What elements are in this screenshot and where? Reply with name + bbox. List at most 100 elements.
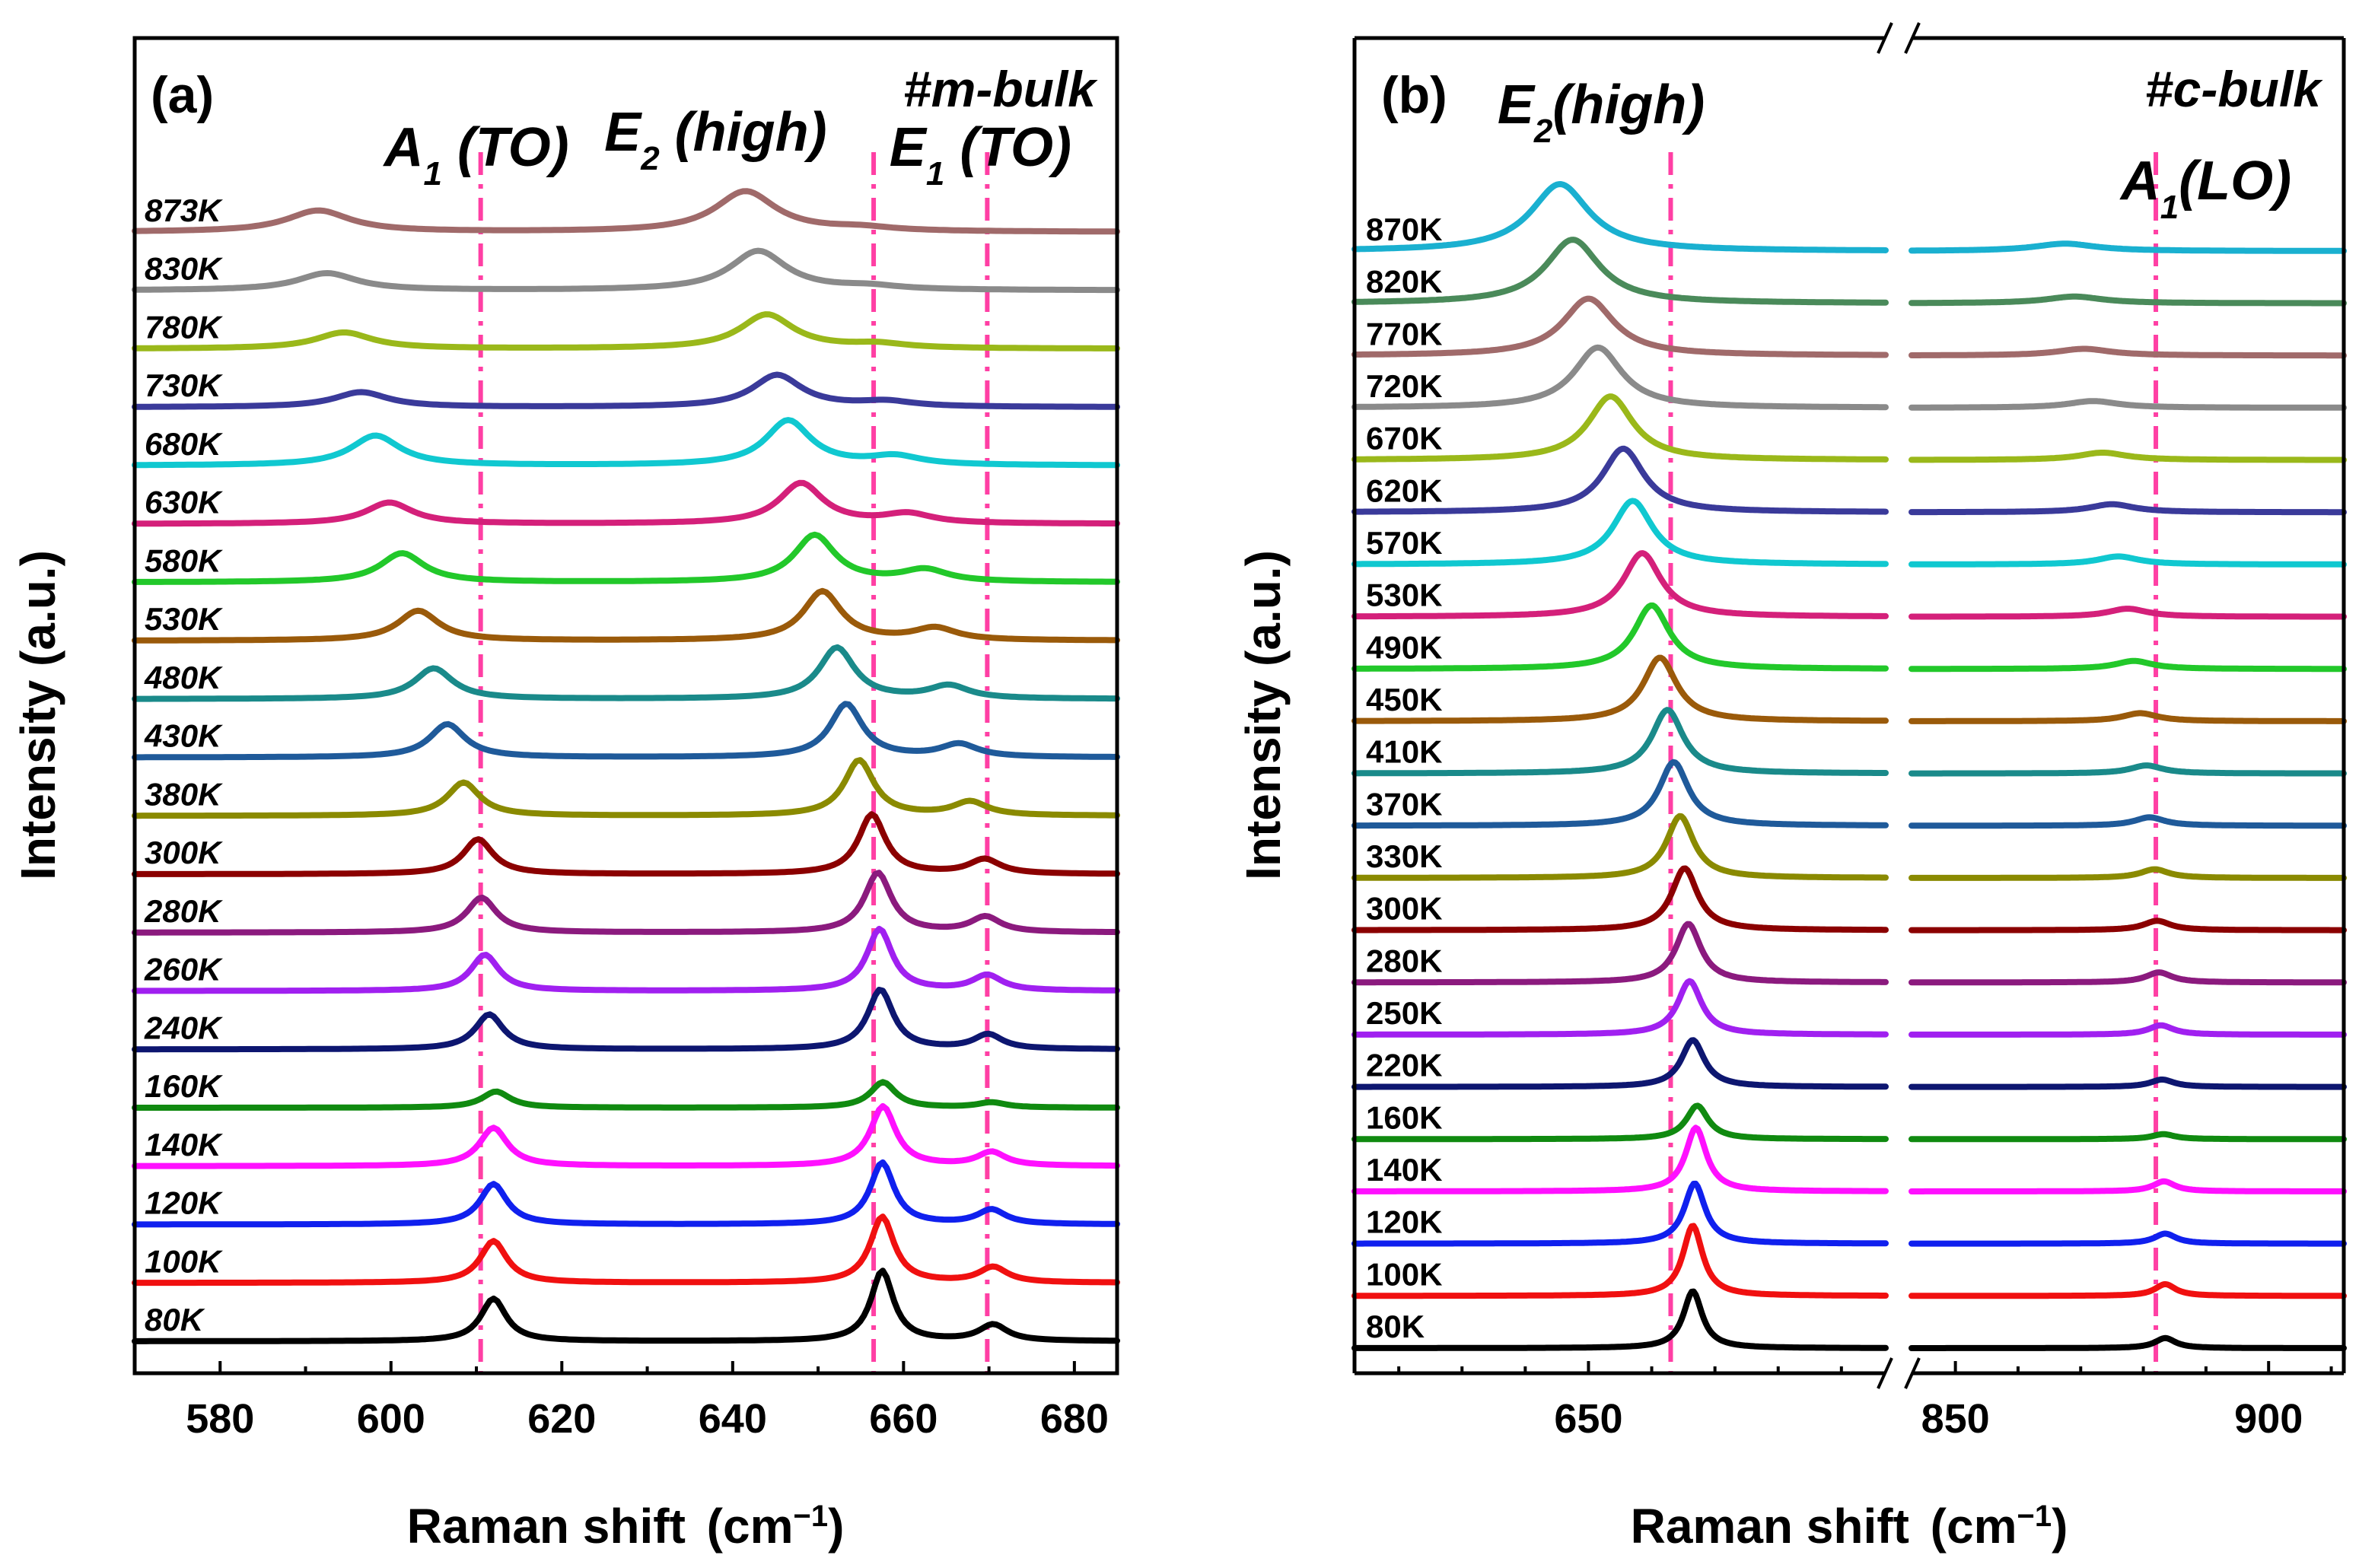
temperature-label-250k: 250K bbox=[1366, 995, 1442, 1031]
spectrum-830k bbox=[132, 247, 1120, 294]
panel-a-spectra bbox=[132, 188, 1120, 1344]
panel-a-x-axis-title: Raman shift (cm−1) bbox=[407, 1499, 845, 1554]
temperature-label-260k: 260K bbox=[144, 952, 223, 988]
mode-label-rest: (high) bbox=[660, 102, 827, 163]
spectrum-160k-seg1 bbox=[1351, 1102, 1889, 1143]
spectrum-140k-seg1 bbox=[1351, 1124, 1889, 1194]
temperature-label-490k: 490K bbox=[1366, 629, 1442, 665]
spectrum-80k bbox=[132, 1267, 1120, 1344]
temperature-label-80k: 80K bbox=[145, 1302, 205, 1337]
spectrum-490k-seg1 bbox=[1351, 602, 1889, 672]
mode-label-base: A bbox=[382, 117, 423, 178]
temperature-label-580k: 580K bbox=[145, 542, 223, 578]
panel-a-reference-lines bbox=[478, 152, 990, 1373]
panel-b-x-title-sup: −1 bbox=[2017, 1500, 2052, 1533]
temperature-label-380k: 380K bbox=[145, 776, 223, 812]
temperature-label-100k: 100K bbox=[1366, 1256, 1442, 1292]
panel-a-chart: 80K 100K 120K 140K 160K 240K 260K 280K 300K 380K 4… bbox=[11, 36, 1120, 1554]
panel-b-label: (b) bbox=[1381, 66, 1447, 124]
spectrum-140k bbox=[132, 1102, 1120, 1169]
mode-label-a1-to: A1 (TO) bbox=[382, 117, 568, 192]
panel-a-y-axis-title: Intensity (a.u.) bbox=[11, 550, 65, 880]
spectrum-570k-seg2 bbox=[1909, 553, 2347, 568]
spectrum-570k-seg1 bbox=[1351, 498, 1889, 568]
mode-label-rest: (LO) bbox=[2179, 151, 2291, 212]
panel-a-sample-label: #m-bulk bbox=[903, 61, 1098, 117]
spectrum-630k bbox=[132, 479, 1120, 527]
spectrum-120k bbox=[132, 1159, 1120, 1228]
temperature-label-450k: 450K bbox=[1366, 682, 1442, 717]
panel-b-x-title-close: ) bbox=[2052, 1499, 2068, 1554]
temperature-label-410k: 410K bbox=[1366, 734, 1442, 770]
mode-label-sub: 1 bbox=[926, 155, 944, 192]
spectrum-430k bbox=[132, 701, 1120, 761]
temperature-label-330k: 330K bbox=[1366, 838, 1442, 874]
temperature-label-730k: 730K bbox=[145, 367, 223, 403]
temperature-label-160k: 160K bbox=[145, 1068, 223, 1104]
panel-a-x-title-unit: (cm bbox=[707, 1499, 794, 1554]
panel-b-temperature-labels: 80K 100K 120K 140K 160K 220K 250K 280K 300K 330K 3… bbox=[1366, 212, 1442, 1344]
spectrum-670k-seg2 bbox=[1909, 450, 2347, 463]
spectrum-410k-seg1 bbox=[1351, 707, 1889, 777]
mode-label-sub: 2 bbox=[1533, 113, 1553, 150]
spectrum-100k bbox=[132, 1213, 1120, 1287]
spectrum-280k-seg1 bbox=[1351, 921, 1889, 986]
spectrum-280k-seg2 bbox=[1909, 969, 2347, 986]
temperature-label-120k: 120K bbox=[1366, 1204, 1442, 1240]
spectrum-260k bbox=[132, 925, 1120, 994]
spectrum-140k-seg2 bbox=[1909, 1178, 2347, 1194]
spectrum-280k bbox=[132, 870, 1120, 936]
temperature-label-240k: 240K bbox=[144, 1010, 223, 1045]
spectrum-250k-seg1 bbox=[1351, 978, 1889, 1038]
temperature-label-670k: 670K bbox=[1366, 421, 1442, 456]
mode-label-base: E bbox=[1498, 75, 1536, 135]
x-tick-label-900: 900 bbox=[2234, 1396, 2303, 1442]
x-tick-label-640: 640 bbox=[699, 1396, 767, 1442]
spectrum-330k-seg2 bbox=[1909, 866, 2347, 881]
temperature-label-620k: 620K bbox=[1366, 472, 1442, 508]
spectrum-410k-seg2 bbox=[1909, 762, 2347, 777]
temperature-label-570k: 570K bbox=[1366, 525, 1442, 561]
panel-b-y-axis-title: Intensity (a.u.) bbox=[1236, 550, 1291, 880]
temperature-label-720k: 720K bbox=[1366, 368, 1442, 404]
panel-b-sample-label: #c-bulk bbox=[2145, 61, 2323, 117]
mode-label-base: A bbox=[2119, 151, 2160, 212]
panel-a-mode-labels: A1 (TO) E2 (high) E1 (TO) bbox=[382, 102, 1071, 192]
temperature-label-280k: 280K bbox=[144, 893, 223, 929]
temperature-label-140k: 140K bbox=[145, 1127, 223, 1162]
mode-label-sub: 1 bbox=[423, 155, 441, 192]
mode-label-e1-to: E1 (TO) bbox=[890, 117, 1071, 192]
temperature-label-820k: 820K bbox=[1366, 264, 1442, 300]
spectrum-80k-seg2 bbox=[1909, 1334, 2347, 1351]
temperature-label-140k: 140K bbox=[1366, 1152, 1442, 1188]
temperature-label-280k: 280K bbox=[1366, 943, 1442, 978]
temperature-label-430k: 430K bbox=[144, 718, 223, 754]
mode-label-e2-high: E2 (high) bbox=[604, 102, 826, 177]
spectrum-300k bbox=[132, 811, 1120, 877]
spectrum-730k bbox=[132, 371, 1120, 410]
temperature-label-160k: 160K bbox=[1366, 1099, 1442, 1135]
temperature-label-120k: 120K bbox=[145, 1185, 223, 1221]
temperature-label-680k: 680K bbox=[145, 426, 223, 462]
x-tick-label-620: 620 bbox=[527, 1396, 596, 1442]
spectrum-100k-seg2 bbox=[1909, 1281, 2347, 1299]
spectrum-450k-seg2 bbox=[1909, 710, 2347, 724]
spectrum-300k-seg2 bbox=[1909, 918, 2347, 933]
panel-b-x-title-text: Raman shift bbox=[1631, 1499, 1909, 1554]
temperature-label-770k: 770K bbox=[1366, 316, 1442, 351]
temperature-label-220k: 220K bbox=[1366, 1048, 1442, 1083]
panel-a-x-title-text: Raman shift bbox=[407, 1499, 686, 1554]
panel-b-x-axis-title: Raman shift (cm−1) bbox=[1631, 1499, 2068, 1554]
spectrum-770k-seg1 bbox=[1351, 295, 1889, 358]
panel-a-frame bbox=[132, 36, 1119, 1376]
spectrum-720k-seg1 bbox=[1351, 344, 1889, 411]
spectrum-250k-seg2 bbox=[1909, 1022, 2347, 1038]
spectrum-480k bbox=[132, 644, 1120, 702]
axis-break-bottom-icon bbox=[1877, 1357, 1921, 1389]
spectrum-680k bbox=[132, 417, 1120, 469]
mode-label-rest: (TO) bbox=[944, 117, 1071, 178]
temperature-label-100k: 100K bbox=[145, 1243, 223, 1279]
panel-b-chart: 80K 100K 120K 140K 160K 220K 250K 280K 300K 330K 3… bbox=[1236, 22, 2347, 1554]
temperature-label-630k: 630K bbox=[145, 485, 223, 520]
panel-b-x-ticks: 650 850 900 bbox=[1397, 1361, 2333, 1442]
